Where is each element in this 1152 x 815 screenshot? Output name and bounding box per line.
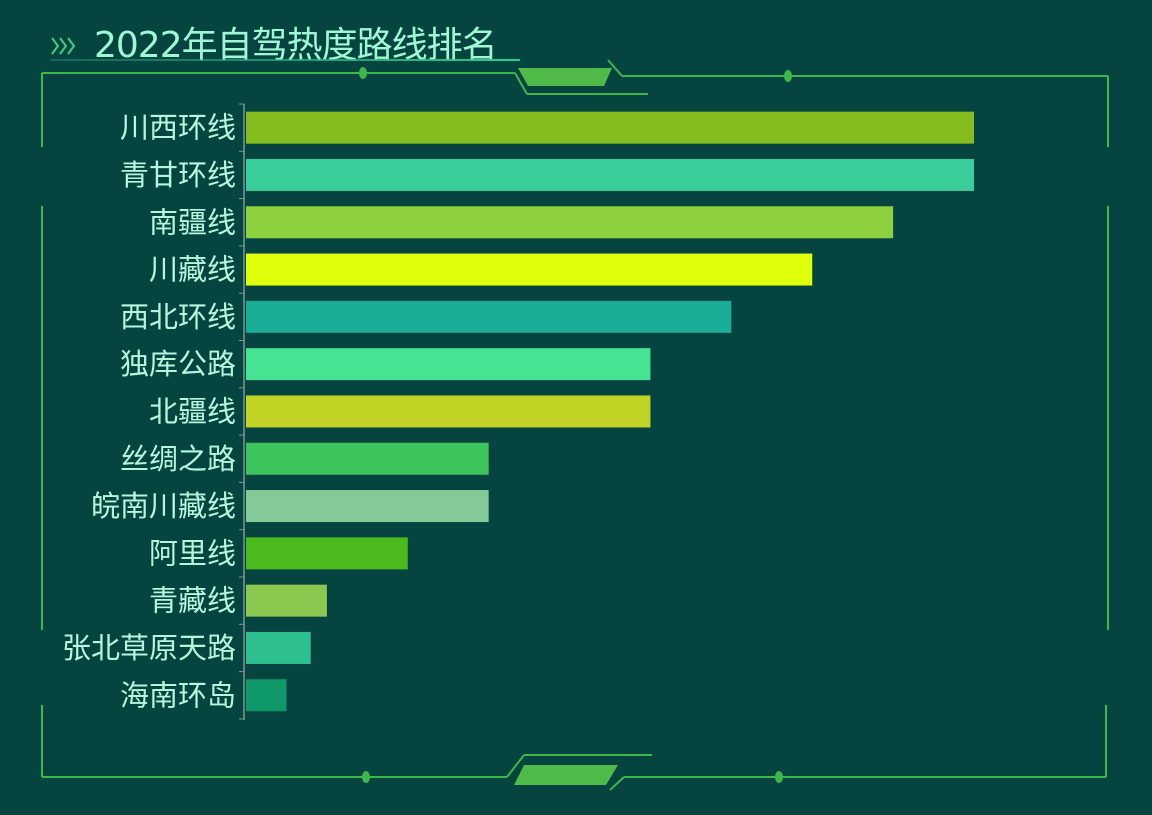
category-label: 阿里线 bbox=[149, 536, 236, 570]
frame-bottom-accent bbox=[514, 765, 618, 785]
category-label: 丝绸之路 bbox=[120, 442, 236, 476]
category-label: 川西环线 bbox=[120, 111, 236, 145]
frame-bottom-node-left bbox=[362, 771, 370, 783]
category-label: 青藏线 bbox=[149, 584, 236, 618]
y-axis-ticks bbox=[239, 103, 244, 720]
bar-5 bbox=[246, 348, 651, 381]
bar-8 bbox=[246, 490, 489, 523]
bar-1 bbox=[246, 158, 974, 191]
bars bbox=[246, 111, 974, 712]
bar-3 bbox=[246, 253, 813, 286]
category-label: 张北草原天路 bbox=[62, 631, 236, 665]
bar-12 bbox=[246, 679, 287, 712]
frame-top bbox=[41, 59, 1109, 147]
bar-0 bbox=[246, 111, 974, 144]
category-label: 西北环线 bbox=[120, 300, 236, 334]
title-underline bbox=[50, 59, 520, 61]
category-label: 北疆线 bbox=[149, 394, 236, 428]
bar-9 bbox=[246, 537, 408, 570]
frame-bottom bbox=[41, 705, 1107, 791]
bar-11 bbox=[246, 631, 311, 664]
category-label: 南疆线 bbox=[149, 205, 236, 239]
chevron-right-icon bbox=[51, 37, 76, 55]
bar-6 bbox=[246, 395, 651, 428]
frame-top-node-right bbox=[784, 70, 792, 82]
bar-10 bbox=[246, 584, 327, 617]
frame-sides bbox=[41, 206, 1109, 630]
title-bar: 2022年自驾热度路线排名 bbox=[50, 14, 520, 66]
bar-2 bbox=[246, 206, 894, 239]
bar-7 bbox=[246, 442, 489, 475]
bar-4 bbox=[246, 300, 732, 333]
category-label: 海南环岛 bbox=[120, 678, 236, 712]
frame-top-node-left bbox=[359, 67, 367, 79]
frame-top-accent bbox=[518, 68, 612, 86]
category-label: 独库公路 bbox=[120, 347, 236, 381]
category-label: 川藏线 bbox=[149, 253, 236, 287]
category-label: 皖南川藏线 bbox=[91, 489, 236, 523]
frame-bottom-node-right bbox=[775, 771, 783, 783]
category-label: 青甘环线 bbox=[120, 158, 236, 192]
category-labels: 川西环线青甘环线南疆线川藏线西北环线独库公路北疆线丝绸之路皖南川藏线阿里线青藏线… bbox=[62, 111, 236, 713]
